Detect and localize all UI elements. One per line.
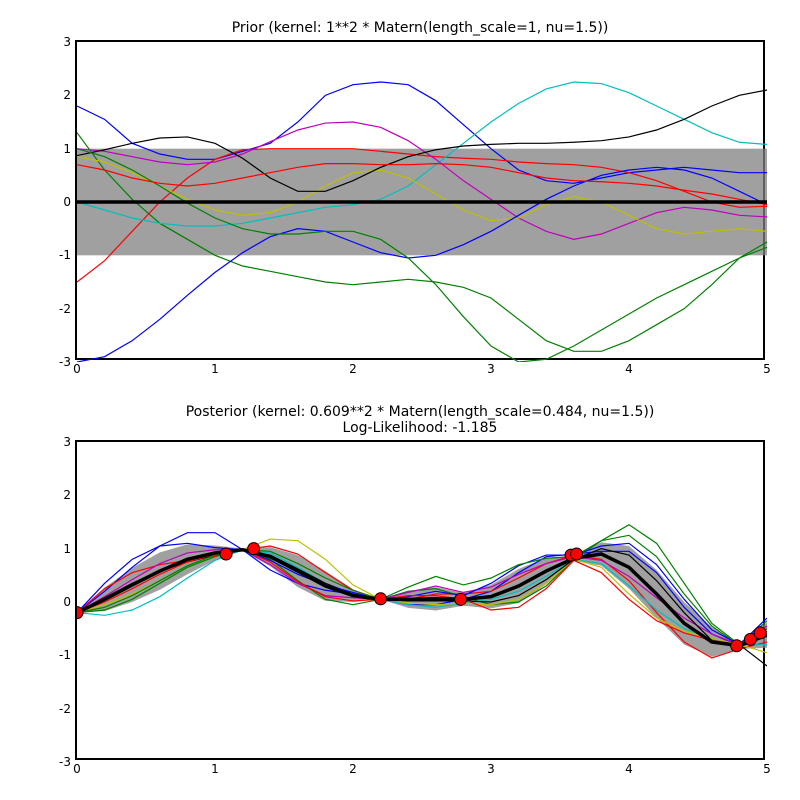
xtick-label: 5: [763, 758, 771, 776]
ytick-label: 1: [63, 142, 77, 156]
data-point-marker: [375, 593, 387, 605]
ytick-label: 2: [63, 88, 77, 102]
data-point-marker: [571, 548, 583, 560]
ytick-label: -1: [59, 248, 77, 262]
xtick-label: 3: [487, 358, 495, 376]
figure: Prior (kernel: 1**2 * Matern(length_scal…: [0, 0, 800, 800]
xtick-label: 2: [349, 358, 357, 376]
ytick-label: -2: [59, 302, 77, 316]
posterior-title-line2: Log-Likelihood: -1.185: [77, 420, 763, 436]
xtick-label: 1: [211, 358, 219, 376]
xtick-label: 0: [73, 358, 81, 376]
xtick-label: 0: [73, 758, 81, 776]
ytick-label: 2: [63, 488, 77, 502]
xtick-label: 1: [211, 758, 219, 776]
ytick-label: 0: [63, 195, 77, 209]
ytick-label: 3: [63, 35, 77, 49]
data-point-marker: [754, 627, 766, 639]
ytick-label: -2: [59, 702, 77, 716]
posterior-axes: Posterior (kernel: 0.609**2 * Matern(len…: [75, 440, 765, 760]
prior-title: Prior (kernel: 1**2 * Matern(length_scal…: [77, 20, 763, 36]
prior-axes: Prior (kernel: 1**2 * Matern(length_scal…: [75, 40, 765, 360]
ytick-label: 1: [63, 542, 77, 556]
data-point-marker: [248, 543, 260, 555]
data-point-marker: [731, 640, 743, 652]
posterior-title: Posterior (kernel: 0.609**2 * Matern(len…: [77, 404, 763, 436]
xtick-label: 4: [625, 758, 633, 776]
ytick-label: -1: [59, 648, 77, 662]
data-point-marker: [455, 593, 467, 605]
xtick-label: 5: [763, 358, 771, 376]
prior-plot-area: [77, 42, 767, 362]
posterior-plot-area: [77, 442, 767, 762]
xtick-label: 3: [487, 758, 495, 776]
posterior-title-line1: Posterior (kernel: 0.609**2 * Matern(len…: [186, 404, 655, 420]
ytick-label: 0: [63, 595, 77, 609]
data-point-marker: [220, 548, 232, 560]
ytick-label: 3: [63, 435, 77, 449]
xtick-label: 4: [625, 358, 633, 376]
xtick-label: 2: [349, 758, 357, 776]
